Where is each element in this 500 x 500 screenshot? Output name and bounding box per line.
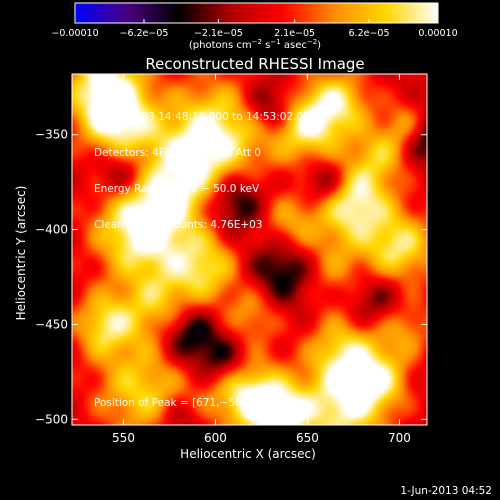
plot-area: 550 600 650 700 −500 −450 −400 −350 [35,73,428,445]
colorbar-tick-label: 0.00010 [418,28,457,39]
info-clean-counts: Clean Total counts: 4.76E+03 [94,219,263,231]
x-tick-label: 550 [112,431,135,445]
heatmap-image [72,74,427,425]
colorbar-tick-label: −6.2e−05 [119,28,168,39]
y-axis-label: Heliocentric Y (arcsec) [14,186,28,321]
x-axis-label: Heliocentric X (arcsec) [180,447,316,461]
chart-title: Reconstructed RHESSI Image [145,55,364,73]
y-tick-label: −450 [35,317,68,331]
x-tick-label: 600 [204,431,227,445]
info-time-range: 21-Jul-2003 14:48:16.000 to 14:53:02.000 [94,111,317,123]
x-tick-label: 650 [296,431,319,445]
colorbar-tick-label: 6.2e−05 [349,28,390,39]
plot-frame [71,73,428,426]
axis-ticks: 550 600 650 700 −500 −450 −400 −350 [35,74,427,445]
x-tick-label: 700 [388,431,411,445]
colorbar: −0.00010 −6.2e−05 −2.1e−05 2.1e−05 6.2e−05 0.… [51,2,458,51]
observation-info: 21-Jul-2003 14:48:16.000 to 14:53:02.000… [94,87,317,243]
colorbar-frame [74,2,439,24]
colorbar-tick-label: −0.00010 [51,28,98,39]
y-tick-label: −500 [35,412,68,426]
info-detectors: Detectors: 4F 5F 6F 7F 8F, Att 0 [94,147,261,159]
info-energy-range: Energy Range: 25.0 − 50.0 keV [94,183,260,195]
colorbar-unit-label: (photons cm−2 s−1 asec−2) [189,38,321,51]
y-tick-label: −400 [35,223,68,237]
footer-date: 1-Jun-2013 04:52 [400,485,492,497]
colorbar-ticks: −0.00010 −6.2e−05 −2.1e−05 2.1e−05 6.2e−05 0.… [51,19,458,39]
y-tick-label: −350 [35,128,68,142]
colorbar-tick-label: −2.1e−05 [194,28,243,39]
colorbar-tick-label: 2.1e−05 [274,28,315,39]
colorbar-gradient [75,3,438,23]
peak-position-label: Position of Peak = [671,−504] [94,397,253,409]
